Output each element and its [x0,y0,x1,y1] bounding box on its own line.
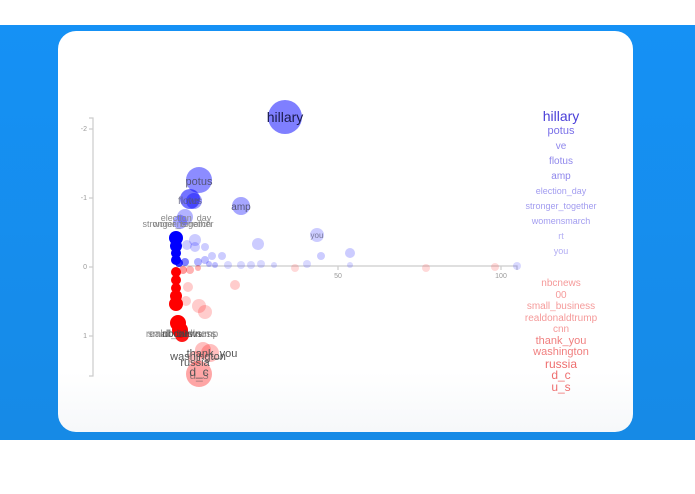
svg-text:hillary: hillary [267,109,304,125]
svg-text:u_s: u_s [189,368,208,382]
top-word-item[interactable]: amp [551,171,571,182]
bottom-word-item[interactable]: russia [544,356,577,371]
bottom-word-item[interactable]: d_c [551,368,571,382]
y-axis [89,117,94,377]
svg-text:russia: russia [180,357,210,369]
bottom-word-item[interactable]: cnn [552,324,570,335]
svg-text:washington: washington [169,351,226,363]
svg-text:realdonaldtrump: realdonaldtrump [146,329,219,340]
svg-text:womensmarch: womensmarch [152,219,212,229]
top-word-item[interactable]: hillary [542,108,580,124]
x-tick-label: 100 [495,273,507,280]
svg-text:stronger_together: stronger_together [142,219,213,229]
y-tick-label: -1 [81,195,87,202]
svg-text:d_c: d_c [189,365,208,379]
bottom-word-item[interactable]: 00 [555,289,567,301]
svg-text:cnn: cnn [174,329,190,340]
bottom-words-list: nbcnews 00 small_business realdonaldtrum… [500,278,622,393]
top-word-item[interactable]: womensmarch [531,216,591,226]
top-word-item[interactable]: rt [558,231,564,241]
chart-card [58,31,633,432]
point-you[interactable] [310,228,324,242]
top-word-item[interactable]: potus [547,125,575,137]
red-series-points [169,263,499,387]
top-word-item[interactable]: you [553,246,569,256]
top-word-item[interactable]: stronger_together [525,201,597,211]
point-potus[interactable] [186,167,212,193]
point-amp[interactable] [232,197,250,215]
point-hillary[interactable] [268,100,302,134]
svg-text:flotus: flotus [178,196,202,207]
bottom-word-item[interactable]: u_s [551,379,571,394]
point-flotus[interactable] [180,189,200,209]
svg-text:nbcnews: nbcnews [162,329,201,340]
x-axis [176,265,518,270]
svg-text:thank_you: thank_you [187,348,238,360]
svg-text:amp: amp [231,202,251,213]
bottom-word-item[interactable]: small_business [526,301,596,312]
top-word-item[interactable]: flotus [549,156,573,167]
point-labels: hillary potus flotus ve amp election_day… [142,109,323,382]
bottom-word-item[interactable]: nbcnews [541,278,581,289]
x-tick-label: 50 [334,273,342,280]
svg-text:you: you [311,231,324,240]
svg-text:election_day: election_day [161,213,212,223]
bottom-word-item[interactable]: realdonaldtrump [524,312,598,324]
bottom-word-item[interactable]: thank_you [535,334,587,347]
top-words-list: hillary potus ve flotus amp election_day… [500,109,622,259]
top-word-item[interactable]: ve [555,141,567,152]
top-word-item[interactable]: election_day [535,186,587,196]
svg-text:small_business: small_business [148,329,216,340]
y-tick-label: 0 [83,264,87,271]
svg-text:potus: potus [186,176,213,188]
svg-text:00: 00 [176,329,188,340]
y-tick-label: -2 [81,126,87,133]
bottom-word-item[interactable]: washington [533,346,589,358]
blue-series-points [169,100,521,270]
y-tick-label: 1 [83,333,87,340]
svg-text:ve: ve [188,196,199,207]
